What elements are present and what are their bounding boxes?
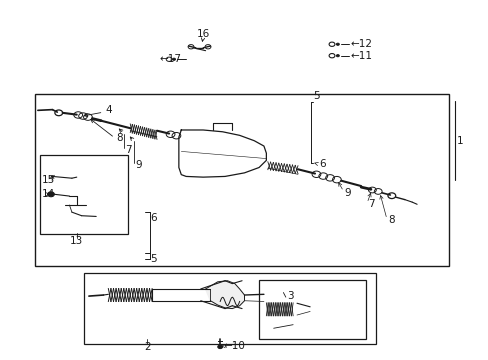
Text: 7: 7 [367, 199, 374, 209]
Circle shape [47, 192, 54, 197]
Bar [84, 273, 375, 344]
Text: 9: 9 [344, 188, 350, 198]
Text: 4: 4 [105, 105, 111, 115]
Circle shape [336, 55, 339, 57]
Text: ←12: ←12 [350, 39, 372, 49]
Bar [35, 94, 448, 266]
Text: ←10: ←10 [223, 341, 244, 351]
Text: 6: 6 [150, 212, 157, 222]
Text: 1: 1 [456, 136, 462, 146]
Circle shape [217, 345, 222, 348]
Text: 8: 8 [116, 133, 122, 143]
Text: ←17: ←17 [159, 54, 181, 64]
Polygon shape [205, 281, 244, 309]
Text: ←11: ←11 [350, 51, 372, 61]
Text: 16: 16 [196, 28, 209, 39]
Text: 6: 6 [318, 159, 325, 169]
Bar [259, 280, 366, 339]
Text: 15: 15 [41, 175, 55, 185]
Text: 5: 5 [150, 253, 157, 264]
Text: 13: 13 [70, 237, 83, 247]
Text: 7: 7 [125, 145, 132, 155]
Circle shape [336, 43, 339, 45]
Text: 14: 14 [41, 189, 55, 199]
Text: 9: 9 [135, 159, 142, 170]
Circle shape [172, 58, 175, 60]
Text: 8: 8 [387, 215, 394, 225]
Text: 3: 3 [286, 291, 293, 301]
Bar [40, 155, 127, 234]
Text: 5: 5 [312, 91, 319, 101]
Text: 2: 2 [143, 342, 150, 352]
